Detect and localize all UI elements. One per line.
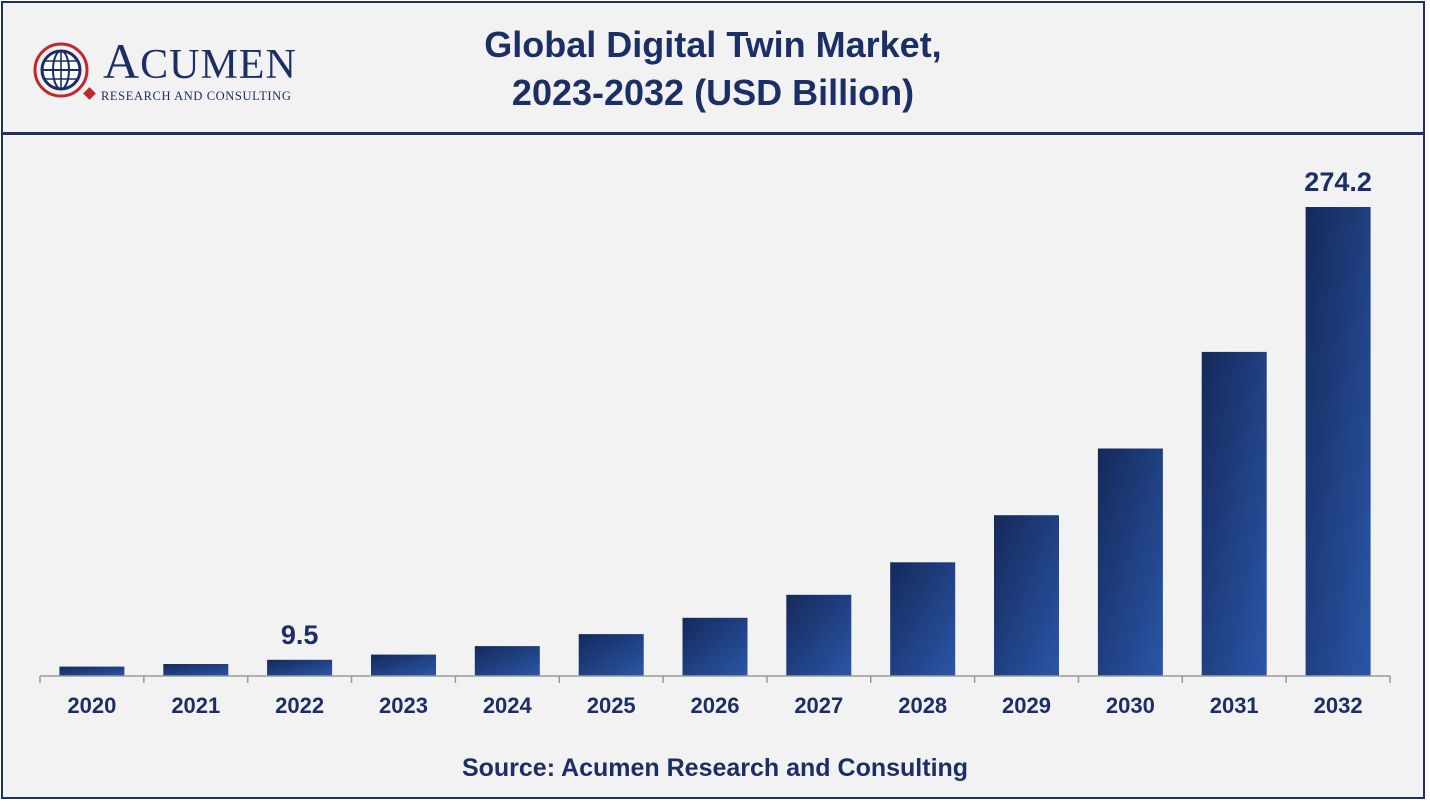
bar-2024 bbox=[474, 646, 540, 676]
bar-2021 bbox=[163, 664, 229, 676]
x-tick-label-2025: 2025 bbox=[587, 693, 636, 718]
bar-2029 bbox=[994, 515, 1059, 676]
chart-title: Global Digital Twin Market, 2023-2032 (U… bbox=[363, 21, 1063, 117]
x-tick-label-2032: 2032 bbox=[1314, 693, 1363, 718]
x-tick-label-2024: 2024 bbox=[483, 693, 533, 718]
data-label-2022: 9.5 bbox=[281, 620, 319, 650]
globe-icon bbox=[33, 42, 96, 100]
bar-2026 bbox=[682, 617, 748, 676]
bars-group bbox=[59, 207, 1371, 676]
bar-2020 bbox=[59, 666, 125, 676]
x-tick-label-2026: 2026 bbox=[691, 693, 740, 718]
bar-2022 bbox=[267, 659, 333, 676]
chart-title-line1: Global Digital Twin Market, bbox=[484, 24, 942, 65]
data-label-2032: 274.2 bbox=[1304, 167, 1372, 197]
bar-2028 bbox=[890, 562, 956, 676]
x-tick-label-2029: 2029 bbox=[1002, 693, 1051, 718]
x-tick-label-2031: 2031 bbox=[1210, 693, 1259, 718]
x-tick-label-2021: 2021 bbox=[171, 693, 220, 718]
chart-title-line2: 2023-2032 (USD Billion) bbox=[511, 72, 915, 113]
bar-2031 bbox=[1201, 351, 1267, 676]
source-note: Source: Acumen Research and Consulting bbox=[461, 754, 969, 782]
bar-2027 bbox=[786, 594, 852, 676]
x-tick-label-2027: 2027 bbox=[794, 693, 843, 718]
brand-logo: ACUMEN RESEARCH AND CONSULTING bbox=[31, 33, 331, 107]
bar-2025 bbox=[578, 634, 644, 676]
x-tick-label-2022: 2022 bbox=[275, 693, 324, 718]
x-tick-label-2030: 2030 bbox=[1106, 693, 1155, 718]
bar-2030 bbox=[1097, 448, 1163, 676]
bar-2032 bbox=[1305, 207, 1371, 676]
x-tick-label-2023: 2023 bbox=[379, 693, 428, 718]
brand-name: ACUMEN bbox=[103, 33, 297, 89]
x-tick-label-2020: 2020 bbox=[67, 693, 116, 718]
x-tick-label-2028: 2028 bbox=[898, 693, 947, 718]
brand-tagline: RESEARCH AND CONSULTING bbox=[101, 89, 292, 103]
labels-group: 2020 2021 2022 2023 2024 2025 2026 2027 2028 2029… bbox=[67, 167, 1371, 718]
x-axis bbox=[39, 675, 1391, 683]
header: ACUMEN RESEARCH AND CONSULTING Global Di… bbox=[3, 3, 1423, 135]
bar-2023 bbox=[371, 654, 436, 676]
